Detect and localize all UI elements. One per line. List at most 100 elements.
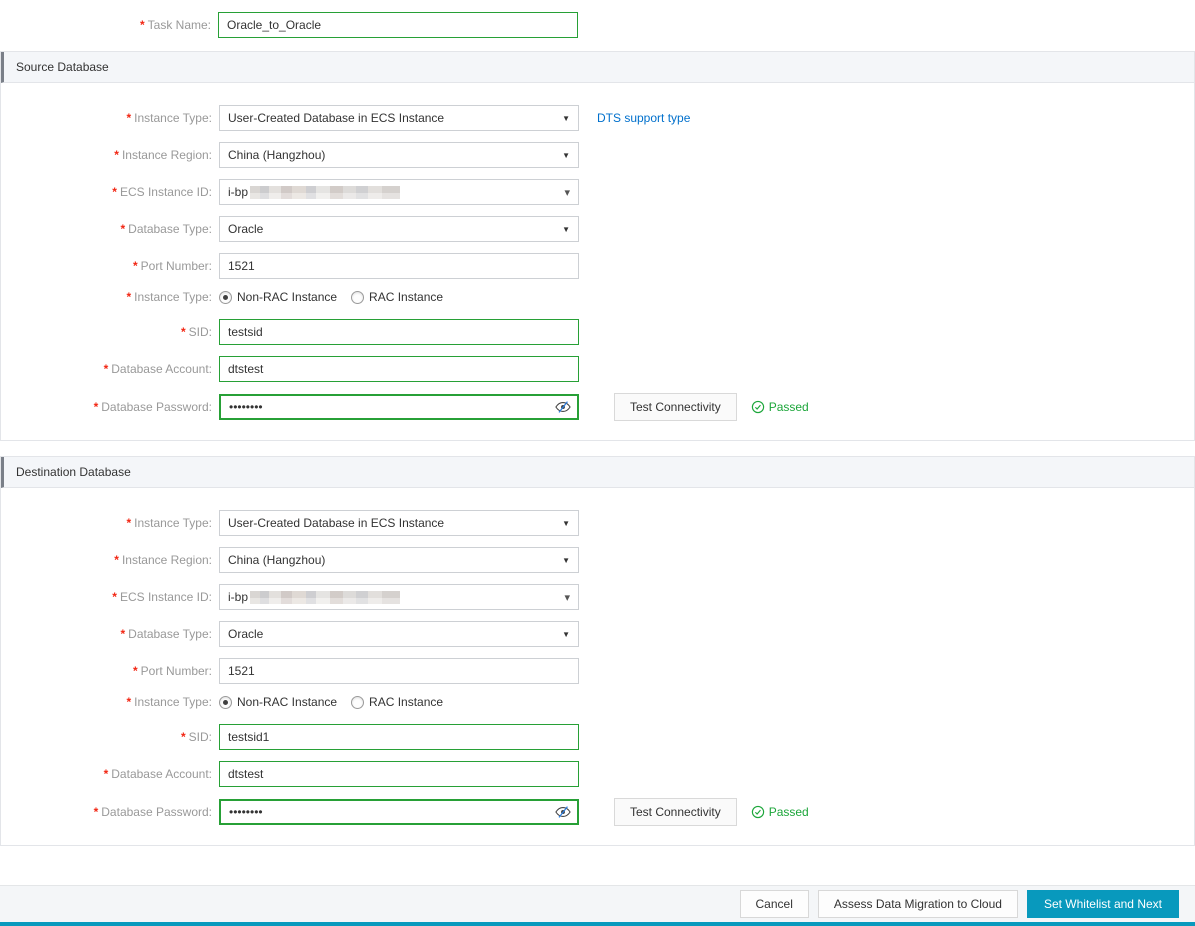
source-instance-region-select[interactable]: China (Hangzhou) ▼ xyxy=(219,142,579,168)
required-asterisk: * xyxy=(112,185,117,199)
footer-action-bar: Cancel Assess Data Migration to Cloud Se… xyxy=(0,885,1195,922)
set-whitelist-and-next-button[interactable]: Set Whitelist and Next xyxy=(1026,890,1179,918)
destination-database-password-label: * Database Password: xyxy=(93,805,212,819)
destination-database-password-input[interactable] xyxy=(219,799,579,825)
required-asterisk: * xyxy=(114,553,119,567)
required-asterisk: * xyxy=(132,259,138,273)
destination-port-number-label: * Port Number: xyxy=(132,664,212,678)
source-ecs-instance-id-value: i-bp xyxy=(228,185,401,200)
required-asterisk: * xyxy=(180,325,186,339)
source-instance-region-label: * Instance Region: xyxy=(114,148,212,162)
required-asterisk: * xyxy=(103,767,109,781)
source-section-title: Source Database xyxy=(1,52,1194,83)
destination-port-number-input[interactable] xyxy=(219,658,579,684)
eye-slash-icon[interactable] xyxy=(555,400,571,414)
destination-database-type-value: Oracle xyxy=(228,627,264,641)
required-asterisk: * xyxy=(93,805,99,819)
destination-rac-radio[interactable] xyxy=(351,695,365,709)
task-name-label: * Task Name: xyxy=(139,18,211,32)
destination-sid-input[interactable] xyxy=(219,724,579,750)
source-database-password-label: * Database Password: xyxy=(93,400,212,414)
destination-section-title: Destination Database xyxy=(1,457,1194,488)
destination-rac-instance-type-label: * Instance Type: xyxy=(126,695,212,709)
destination-database-type-label: * Database Type: xyxy=(120,627,212,641)
redacted-instance-id xyxy=(250,186,401,200)
destination-instance-region-label: * Instance Region: xyxy=(114,553,212,567)
check-circle-icon xyxy=(751,805,764,819)
destination-database-type-select[interactable]: Oracle ▼ xyxy=(219,621,579,647)
destination-instance-type-select[interactable]: User-Created Database in ECS Instance ▼ xyxy=(219,510,579,536)
page-bottom-accent xyxy=(0,922,1195,926)
task-name-row: * Task Name: xyxy=(0,12,1195,38)
required-asterisk: * xyxy=(114,148,119,162)
source-instance-type-value: User-Created Database in ECS Instance xyxy=(228,111,445,125)
required-asterisk: * xyxy=(139,18,145,32)
destination-database-account-input[interactable] xyxy=(219,761,579,787)
source-non-rac-radio[interactable] xyxy=(219,290,232,304)
assess-data-migration-button[interactable]: Assess Data Migration to Cloud xyxy=(817,890,1018,918)
eye-slash-icon[interactable] xyxy=(555,805,571,819)
source-rac-label: RAC Instance xyxy=(369,290,444,304)
required-asterisk: * xyxy=(126,516,132,530)
destination-instance-type-value: User-Created Database in ECS Instance xyxy=(228,516,445,530)
required-asterisk: * xyxy=(132,664,138,678)
task-name-input[interactable] xyxy=(218,12,578,38)
chevron-down-icon: ▾ xyxy=(564,591,570,604)
destination-sid-label: * SID: xyxy=(180,730,212,744)
destination-database-section: Destination Database * Instance Type: Use… xyxy=(0,456,1195,846)
source-database-type-value: Oracle xyxy=(228,222,264,236)
required-asterisk: * xyxy=(180,730,186,744)
chevron-down-icon: ▼ xyxy=(562,224,570,234)
source-connectivity-status: Passed xyxy=(751,400,809,414)
destination-status-text: Passed xyxy=(768,805,809,819)
source-database-account-label: * Database Account: xyxy=(103,362,212,376)
source-ecs-instance-id-select[interactable]: i-bp ▾ xyxy=(219,179,579,205)
destination-instance-region-value: China (Hangzhou) xyxy=(228,553,326,567)
source-database-password-input[interactable] xyxy=(219,394,579,420)
chevron-down-icon: ▾ xyxy=(564,186,570,199)
source-database-account-input[interactable] xyxy=(219,356,579,382)
source-database-type-label: * Database Type: xyxy=(120,222,212,236)
source-ecs-instance-id-label: * ECS Instance ID: xyxy=(112,185,212,199)
required-asterisk: * xyxy=(126,111,132,125)
chevron-down-icon: ▼ xyxy=(562,555,570,565)
required-asterisk: * xyxy=(120,627,126,641)
required-asterisk: * xyxy=(126,290,132,304)
source-rac-instance-type-label: * Instance Type: xyxy=(126,290,212,304)
required-asterisk: * xyxy=(93,400,99,414)
dts-support-type-link[interactable]: DTS support type xyxy=(597,111,691,125)
source-instance-type-select[interactable]: User-Created Database in ECS Instance ▼ xyxy=(219,105,579,131)
required-asterisk: * xyxy=(120,222,126,236)
destination-non-rac-label: Non-RAC Instance xyxy=(237,695,338,709)
chevron-down-icon: ▼ xyxy=(562,113,570,123)
required-asterisk: * xyxy=(126,695,132,709)
source-instance-region-value: China (Hangzhou) xyxy=(228,148,326,162)
destination-ecs-instance-id-value: i-bp xyxy=(228,590,401,605)
check-circle-icon xyxy=(751,400,764,414)
chevron-down-icon: ▼ xyxy=(562,150,570,160)
destination-instance-type-label: * Instance Type: xyxy=(126,516,212,530)
destination-connectivity-status: Passed xyxy=(751,805,809,819)
source-port-number-input[interactable] xyxy=(219,253,579,279)
destination-database-account-label: * Database Account: xyxy=(103,767,212,781)
source-test-connectivity-button[interactable]: Test Connectivity xyxy=(614,393,737,421)
destination-instance-region-select[interactable]: China (Hangzhou) ▼ xyxy=(219,547,579,573)
source-database-section: Source Database * Instance Type: User-Cre… xyxy=(0,51,1195,441)
chevron-down-icon: ▼ xyxy=(562,629,570,639)
source-sid-input[interactable] xyxy=(219,319,579,345)
redacted-instance-id xyxy=(250,591,401,605)
source-instance-type-label: * Instance Type: xyxy=(126,111,212,125)
source-non-rac-label: Non-RAC Instance xyxy=(237,290,338,304)
chevron-down-icon: ▼ xyxy=(562,518,570,528)
source-database-type-select[interactable]: Oracle ▼ xyxy=(219,216,579,242)
destination-test-connectivity-button[interactable]: Test Connectivity xyxy=(614,798,737,826)
source-rac-radio[interactable] xyxy=(351,290,365,304)
source-status-text: Passed xyxy=(768,400,809,414)
destination-ecs-instance-id-select[interactable]: i-bp ▾ xyxy=(219,584,579,610)
destination-non-rac-radio[interactable] xyxy=(219,695,232,709)
source-port-number-label: * Port Number: xyxy=(132,259,212,273)
source-sid-label: * SID: xyxy=(180,325,212,339)
destination-ecs-instance-id-label: * ECS Instance ID: xyxy=(112,590,212,604)
required-asterisk: * xyxy=(103,362,109,376)
cancel-button[interactable]: Cancel xyxy=(739,890,809,918)
